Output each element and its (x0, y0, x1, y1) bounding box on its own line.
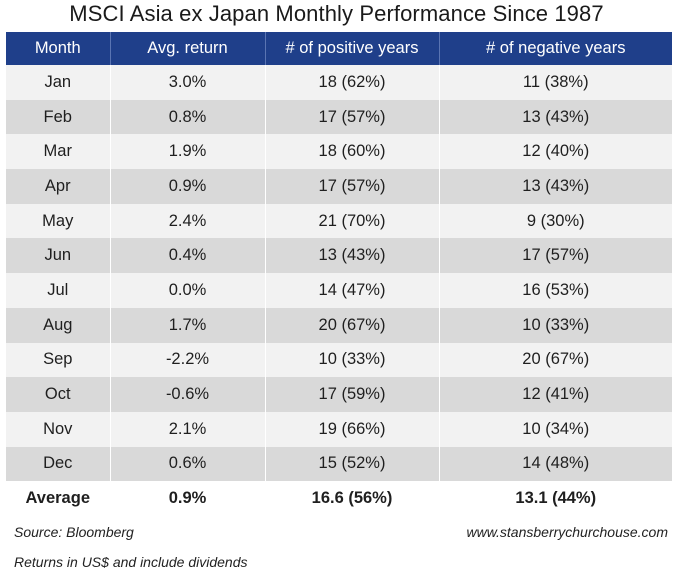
negative-years-cell: 11 (38%) (439, 65, 672, 100)
positive-years-cell: 18 (62%) (265, 65, 440, 100)
average-avg-return-cell: 0.9% (110, 481, 266, 516)
avg-return-cell: 1.7% (110, 307, 266, 343)
avg-return-cell: 3.0% (110, 65, 266, 100)
month-cell: Jun (6, 238, 111, 274)
month-cell: May (6, 203, 111, 239)
footer-notes: Source: Bloomberg Returns in US$ and inc… (14, 524, 247, 584)
avg-return-cell: 2.4% (110, 203, 266, 239)
positive-years-cell: 13 (43%) (265, 238, 440, 274)
negative-years-cell: 16 (53%) (439, 273, 672, 308)
column-header-avg-return: Avg. return (110, 32, 266, 65)
month-cell: Apr (6, 169, 111, 204)
positive-years-cell: 10 (33%) (265, 342, 440, 378)
avg-return-cell: -0.6% (110, 377, 266, 412)
avg-return-cell: 0.8% (110, 99, 266, 135)
negative-years-cell: 12 (41%) (439, 377, 672, 412)
positive-years-cell: 17 (57%) (265, 169, 440, 204)
table-row: Mar 1.9% 18 (60%) 12 (40%) (6, 134, 672, 170)
header-row: Month Avg. return # of positive years # … (6, 32, 672, 65)
avg-return-cell: 0.9% (110, 169, 266, 204)
month-cell: Dec (6, 446, 111, 482)
average-row: Average 0.9% 16.6 (56%) 13.1 (44%) (6, 481, 672, 516)
negative-years-cell: 20 (67%) (439, 342, 672, 378)
month-cell: Aug (6, 307, 111, 343)
performance-table: Month Avg. return # of positive years # … (6, 32, 672, 516)
month-cell: Feb (6, 99, 111, 135)
table-body: Jan 3.0% 18 (62%) 11 (38%) Feb 0.8% 17 (57%) 13… (6, 65, 672, 516)
negative-years-cell: 17 (57%) (439, 238, 672, 274)
negative-years-cell: 14 (48%) (439, 446, 672, 482)
table-row: Dec 0.6% 15 (52%) 14 (48%) (6, 446, 672, 482)
month-cell: Mar (6, 134, 111, 170)
returns-note: Returns in US$ and include dividends (14, 554, 248, 570)
positive-years-cell: 17 (59%) (265, 377, 440, 412)
positive-years-cell: 14 (47%) (265, 273, 440, 308)
avg-return-cell: 0.0% (110, 273, 266, 308)
table-row: Feb 0.8% 17 (57%) 13 (43%) (6, 99, 672, 135)
avg-return-cell: 0.4% (110, 238, 266, 274)
avg-return-cell: 2.1% (110, 411, 266, 447)
avg-return-cell: 0.6% (110, 446, 266, 482)
chart-title: MSCI Asia ex Japan Monthly Performance S… (69, 1, 604, 26)
table-row: Oct -0.6% 17 (59%) 12 (41%) (6, 377, 672, 412)
table-row: Apr 0.9% 17 (57%) 13 (43%) (6, 169, 672, 204)
average-negative-years-cell: 13.1 (44%) (439, 481, 672, 516)
month-cell: Jul (6, 273, 111, 308)
average-month-cell: Average (6, 481, 111, 516)
month-cell: Jan (6, 65, 111, 100)
negative-years-cell: 9 (30%) (439, 203, 672, 239)
table-row: Jun 0.4% 13 (43%) 17 (57%) (6, 238, 672, 274)
avg-return-cell: 1.9% (110, 134, 266, 170)
negative-years-cell: 13 (43%) (439, 169, 672, 204)
negative-years-cell: 12 (40%) (439, 134, 672, 170)
table-row: May 2.4% 21 (70%) 9 (30%) (6, 203, 672, 239)
month-cell: Sep (6, 342, 111, 378)
month-cell: Nov (6, 411, 111, 447)
column-header-negative-years: # of negative years (439, 32, 672, 65)
negative-years-cell: 10 (33%) (439, 307, 672, 343)
column-header-month: Month (6, 32, 111, 65)
average-positive-years-cell: 16.6 (56%) (265, 481, 440, 516)
table-row: Aug 1.7% 20 (67%) 10 (33%) (6, 307, 672, 343)
positive-years-cell: 17 (57%) (265, 99, 440, 135)
table-row: Jul 0.0% 14 (47%) 16 (53%) (6, 273, 672, 308)
table-row: Jan 3.0% 18 (62%) 11 (38%) (6, 65, 672, 100)
negative-years-cell: 13 (43%) (439, 99, 672, 135)
website-credit: www.stansberrychurchouse.com (466, 524, 668, 540)
positive-years-cell: 20 (67%) (265, 307, 440, 343)
month-cell: Oct (6, 377, 111, 412)
positive-years-cell: 19 (66%) (265, 411, 440, 447)
source-note: Source: Bloomberg (14, 524, 134, 540)
positive-years-cell: 18 (60%) (265, 134, 440, 170)
negative-years-cell: 10 (34%) (439, 411, 672, 447)
table-row: Nov 2.1% 19 (66%) 10 (34%) (6, 411, 672, 447)
positive-years-cell: 15 (52%) (265, 446, 440, 482)
positive-years-cell: 21 (70%) (265, 203, 440, 239)
table-row: Sep -2.2% 10 (33%) 20 (67%) (6, 342, 672, 378)
column-header-positive-years: # of positive years (265, 32, 440, 65)
avg-return-cell: -2.2% (110, 342, 266, 378)
